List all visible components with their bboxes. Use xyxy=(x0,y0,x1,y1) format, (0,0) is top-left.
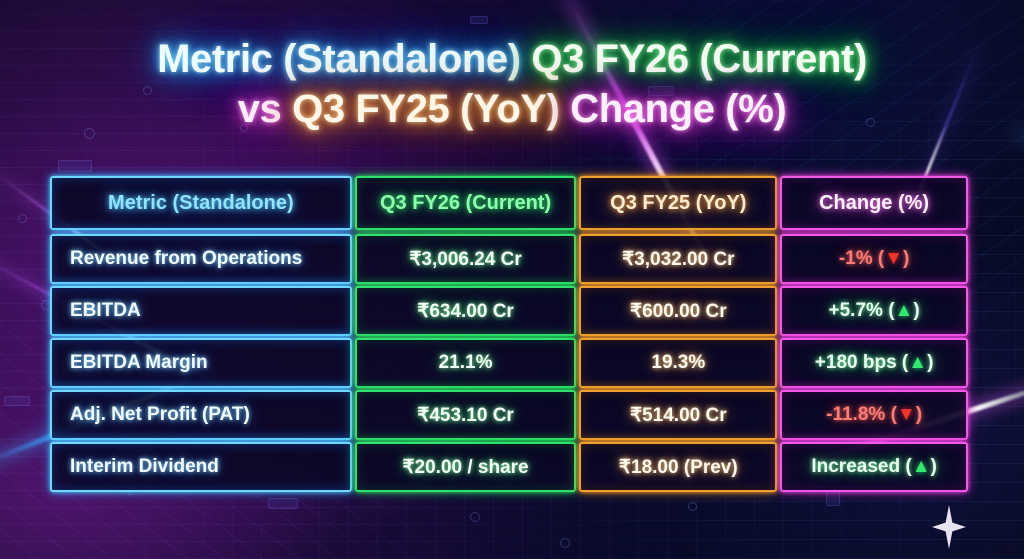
circuit-pad xyxy=(866,118,875,127)
cell-current-2: 21.1% xyxy=(354,338,577,388)
cell-prior-1: ₹600.00 Cr xyxy=(579,286,778,336)
cell-metric-0: Revenue from Operations xyxy=(50,234,352,284)
cell-change-3: -11.8% (▼) xyxy=(780,390,968,440)
metric-label: EBITDA xyxy=(70,300,141,321)
prior-value: 19.3% xyxy=(651,352,706,373)
cell-metric-4: Interim Dividend xyxy=(50,442,352,492)
table-row: EBITDA Margin 21.1% 19.3% +180 bps (▲) xyxy=(50,338,968,388)
metric-label: Adj. Net Profit (PAT) xyxy=(70,404,250,425)
metrics-table: Metric (Standalone) Q3 FY26 (Current) Q3… xyxy=(50,176,968,492)
prior-value: ₹18.00 (Prev) xyxy=(618,456,738,478)
arrow-down-icon: ▼ xyxy=(884,248,904,269)
metric-label: Revenue from Operations xyxy=(70,248,303,269)
arrow-up-icon: ▲ xyxy=(894,300,914,321)
page-title-line-2-segment-2: Change (%) xyxy=(570,87,787,131)
page-title-line-2: vs Q3 FY25 (YoY) Change (%) xyxy=(0,84,1024,134)
cell-metric-3: Adj. Net Profit (PAT) xyxy=(50,390,352,440)
arrow-down-icon: ▼ xyxy=(896,404,916,425)
cell-prior-0: ₹3,032.00 Cr xyxy=(579,234,778,284)
circuit-pad xyxy=(240,124,248,132)
header-label-metric: Metric (Standalone) xyxy=(108,191,294,214)
current-value: 21.1% xyxy=(438,352,493,373)
cell-prior-2: 19.3% xyxy=(579,338,778,388)
page-title-line-1: Metric (Standalone) Q3 FY26 (Current) xyxy=(0,34,1024,84)
cell-change-1: +5.7% (▲) xyxy=(780,286,968,336)
cell-change-2: +180 bps (▲) xyxy=(780,338,968,388)
circuit-pad xyxy=(18,214,27,223)
table-row: Adj. Net Profit (PAT) ₹453.10 Cr ₹514.00 C… xyxy=(50,390,968,440)
cell-metric-2: EBITDA Margin xyxy=(50,338,352,388)
change-value: Increased (▲) xyxy=(811,456,937,477)
change-value: +180 bps (▲) xyxy=(814,352,934,373)
cell-prior-4: ₹18.00 (Prev) xyxy=(579,442,778,492)
page-title: Metric (Standalone) Q3 FY26 (Current) vs… xyxy=(0,34,1024,134)
circuit-chip xyxy=(268,498,298,509)
circuit-pad xyxy=(688,502,697,511)
circuit-chip xyxy=(470,16,488,24)
current-value: ₹20.00 / share xyxy=(402,456,529,478)
page-title-line-2-segment-0: vs xyxy=(237,87,293,131)
metric-label: EBITDA Margin xyxy=(70,352,208,373)
prior-value: ₹3,032.00 Cr xyxy=(622,248,735,270)
header-cell-change: Change (%) xyxy=(780,176,968,230)
cell-current-4: ₹20.00 / share xyxy=(354,442,577,492)
light-streak xyxy=(1008,126,1024,289)
header-cell-metric: Metric (Standalone) xyxy=(50,176,352,230)
arrow-up-icon: ▲ xyxy=(908,352,928,373)
page-title-line-1-segment-0: Metric (Standalone) xyxy=(157,37,532,81)
cell-change-4: Increased (▲) xyxy=(780,442,968,492)
change-value: -11.8% (▼) xyxy=(826,404,923,425)
circuit-pad xyxy=(84,128,95,139)
current-value: ₹453.10 Cr xyxy=(417,404,514,426)
table-body: Revenue from Operations ₹3,006.24 Cr ₹3,03… xyxy=(50,232,968,492)
prior-value: ₹600.00 Cr xyxy=(630,300,727,322)
cell-current-1: ₹634.00 Cr xyxy=(354,286,577,336)
cell-metric-1: EBITDA xyxy=(50,286,352,336)
cell-prior-3: ₹514.00 Cr xyxy=(579,390,778,440)
table-row: EBITDA ₹634.00 Cr ₹600.00 Cr +5.7% (▲) xyxy=(50,286,968,336)
current-value: ₹634.00 Cr xyxy=(417,300,514,322)
change-value: +5.7% (▲) xyxy=(828,300,920,321)
table-header-row: Metric (Standalone) Q3 FY26 (Current) Q3… xyxy=(50,176,968,230)
header-label-current: Q3 FY26 (Current) xyxy=(379,191,552,214)
current-value: ₹3,006.24 Cr xyxy=(409,248,522,270)
page-title-line-1-segment-1: Q3 FY26 (Current) xyxy=(531,37,867,81)
table-row: Revenue from Operations ₹3,006.24 Cr ₹3,03… xyxy=(50,234,968,284)
circuit-pad xyxy=(560,538,570,548)
circuit-pad xyxy=(470,512,480,522)
header-cell-prior: Q3 FY25 (YoY) xyxy=(579,176,778,230)
page-title-line-2-segment-1: Q3 FY25 (YoY) xyxy=(292,87,571,131)
sparkle-icon xyxy=(932,505,966,549)
change-value: -1% (▼) xyxy=(838,248,910,269)
prior-value: ₹514.00 Cr xyxy=(630,404,727,426)
table-row: Interim Dividend ₹20.00 / share ₹18.00 (Pr… xyxy=(50,442,968,492)
cell-change-0: -1% (▼) xyxy=(780,234,968,284)
header-label-change: Change (%) xyxy=(819,191,930,214)
metric-label: Interim Dividend xyxy=(70,456,219,477)
header-cell-current: Q3 FY26 (Current) xyxy=(354,176,577,230)
cell-current-0: ₹3,006.24 Cr xyxy=(354,234,577,284)
circuit-chip xyxy=(58,160,92,172)
arrow-up-icon: ▲ xyxy=(911,456,931,477)
circuit-chip xyxy=(4,396,30,406)
circuit-pad xyxy=(143,86,152,95)
header-label-prior: Q3 FY25 (YoY) xyxy=(610,191,747,214)
cell-current-3: ₹453.10 Cr xyxy=(354,390,577,440)
